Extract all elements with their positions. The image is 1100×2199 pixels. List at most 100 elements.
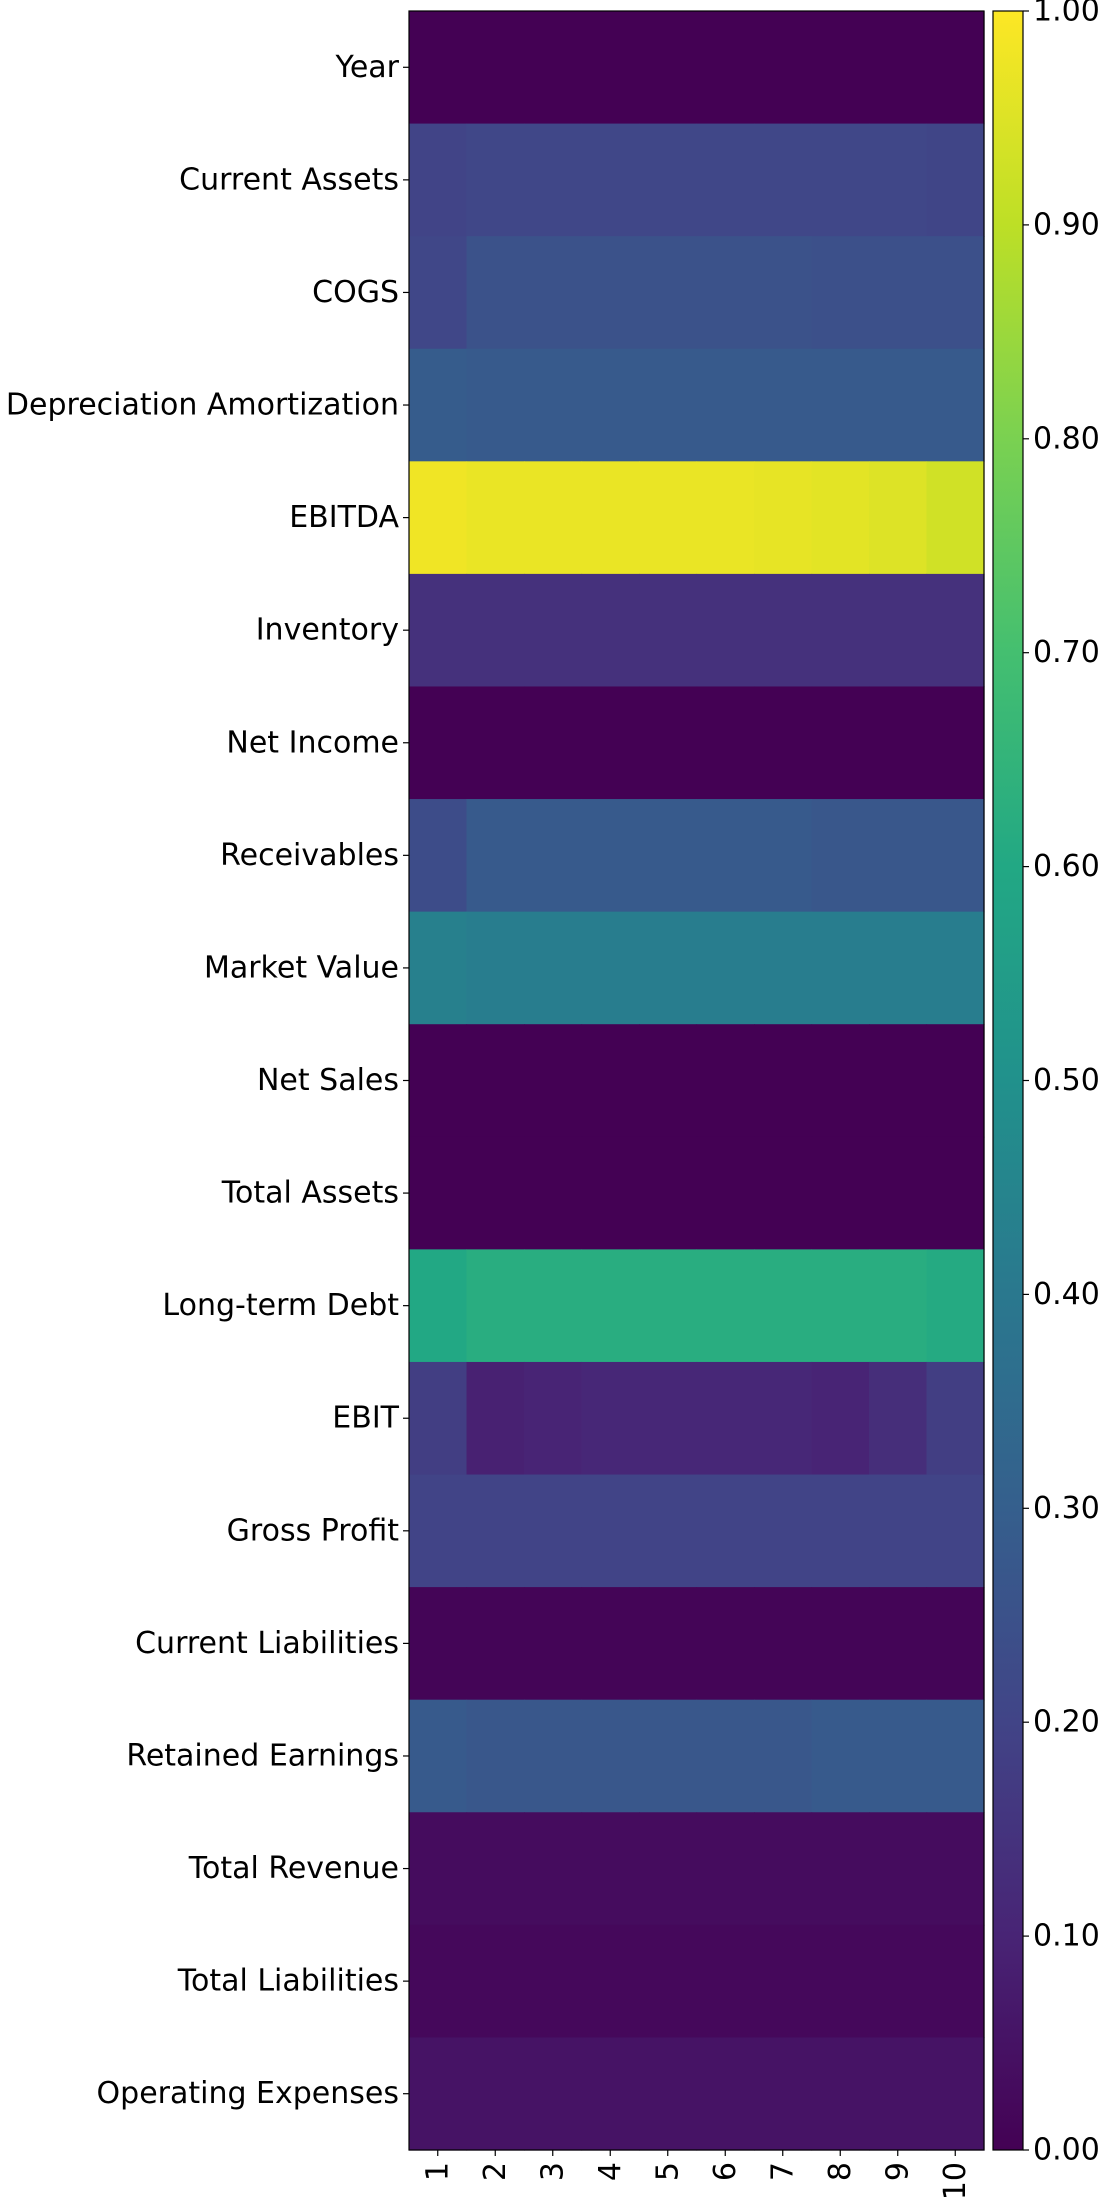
heatmap-cell: [524, 461, 583, 575]
colorbar-gradient: [992, 10, 1024, 2151]
heatmap-cell: [466, 1699, 525, 1813]
heatmap-cell: [754, 1924, 813, 2039]
heatmap-cell: [524, 1924, 583, 2039]
heatmap-cell: [466, 1474, 525, 1588]
heatmap-cell: [639, 123, 698, 237]
y-tick-label: Year: [334, 50, 399, 85]
heatmap-cell: [409, 911, 468, 1025]
heatmap-cell: [754, 1812, 813, 1926]
heatmap-cell: [466, 123, 525, 237]
y-tick-label: Current Assets: [179, 162, 399, 197]
heatmap-cell: [754, 236, 813, 350]
heatmap-cell: [409, 461, 468, 575]
heatmap-cell: [466, 1249, 525, 1363]
heatmap-cell: [524, 1024, 583, 1138]
heatmap-cell: [811, 123, 870, 237]
y-tick-label: COGS: [312, 275, 399, 310]
heatmap-cell: [409, 1136, 468, 1250]
x-tick-label: 7: [765, 2162, 800, 2181]
heatmap-cell: [696, 911, 755, 1025]
heatmap-cell: [581, 911, 640, 1025]
heatmap-cell: [869, 1024, 928, 1138]
colorbar: 0.00 0.10 0.20 0.30 0.40 0.50 0.60 0.70 0.80 0.90…: [992, 0, 1100, 2168]
heatmap-cell: [696, 799, 755, 913]
heatmap-cell: [754, 2037, 813, 2151]
heatmap-cell: [754, 1249, 813, 1363]
y-tick-label: EBITDA: [289, 500, 399, 535]
heatmap-cell: [639, 1474, 698, 1588]
heatmap-cell: [409, 1361, 468, 1476]
heatmap-cell: [524, 2037, 583, 2151]
heatmap-cell: [581, 123, 640, 237]
heatmap-cell: [524, 1361, 583, 1476]
heatmap-cell: [581, 11, 640, 125]
heatmap-cell: [466, 461, 525, 575]
y-tick-label: Gross Profit: [227, 1513, 400, 1548]
heatmap-cell: [581, 799, 640, 913]
heatmap-cell: [696, 1361, 755, 1476]
heatmap-cell: [696, 123, 755, 237]
heatmap-cell: [524, 1249, 583, 1363]
heatmap-cell: [639, 686, 698, 800]
heatmap-cell: [639, 348, 698, 462]
heatmap-cell: [524, 236, 583, 350]
heatmap-cell: [869, 686, 928, 800]
heatmap-cell: [639, 1136, 698, 1250]
y-tick-label: Receivables: [220, 838, 399, 873]
heatmap-cell: [581, 1474, 640, 1588]
heatmap-cell: [811, 1361, 870, 1476]
y-tick-label: Net Sales: [257, 1063, 399, 1098]
heatmap-cell: [754, 123, 813, 237]
heatmap-cell: [409, 11, 468, 125]
heatmap-cell: [696, 11, 755, 125]
x-axis-labels: 1 2 3 4 5 6 7 8 9 10: [420, 2150, 973, 2199]
heatmap-cell: [926, 236, 985, 350]
colorbar-tick-label: 0.40: [1033, 1277, 1100, 1312]
heatmap-cell: [639, 799, 698, 913]
heatmap-cell: [926, 123, 985, 237]
heatmap-cell: [696, 573, 755, 688]
colorbar-tick-label: 0.30: [1033, 1491, 1100, 1526]
heatmap-cell: [466, 236, 525, 350]
heatmap-cell: [409, 1587, 468, 1701]
heatmap-cell: [869, 1924, 928, 2039]
heatmap-cell: [409, 799, 468, 913]
heatmap-cell: [581, 236, 640, 350]
y-tick-label: Current Liabilities: [135, 1626, 399, 1661]
heatmap-cell: [926, 1136, 985, 1250]
heatmap-cell: [581, 1924, 640, 2039]
heatmap-cell: [466, 799, 525, 913]
heatmap-cell: [811, 236, 870, 350]
heatmap-cell: [409, 1249, 468, 1363]
heatmap-cell: [466, 11, 525, 125]
heatmap-cell: [466, 1812, 525, 1926]
heatmap-cell: [466, 1024, 525, 1138]
colorbar-tick-label: 1.00: [1033, 0, 1100, 29]
heatmap-cell: [696, 1812, 755, 1926]
heatmap-cell: [409, 1812, 468, 1926]
colorbar-tick-label: 0.00: [1033, 2133, 1100, 2168]
heatmap-cell: [409, 686, 468, 800]
heatmap-cell: [639, 2037, 698, 2151]
heatmap-cell: [926, 11, 985, 125]
heatmap-cell: [409, 236, 468, 350]
x-tick-label: 8: [823, 2162, 858, 2181]
heatmap-cell: [524, 1474, 583, 1588]
heatmap-cell: [811, 1699, 870, 1813]
heatmap-cell: [466, 573, 525, 688]
heatmap-cell: [581, 2037, 640, 2151]
heatmap-cell: [639, 11, 698, 125]
y-tick-label: Long-term Debt: [162, 1288, 399, 1323]
heatmap-cell: [869, 236, 928, 350]
heatmap-cell: [696, 1699, 755, 1813]
heatmap-cells: [408, 10, 985, 2151]
heatmap-cell: [524, 799, 583, 913]
heatmap-cell: [811, 348, 870, 462]
heatmap-cell: [754, 1474, 813, 1588]
heatmap-cell: [639, 1249, 698, 1363]
heatmap-cell: [409, 1924, 468, 2039]
y-tick-label: Total Revenue: [188, 1851, 399, 1886]
heatmap-cell: [639, 1699, 698, 1813]
colorbar-tick-label: 0.10: [1033, 1919, 1100, 1954]
